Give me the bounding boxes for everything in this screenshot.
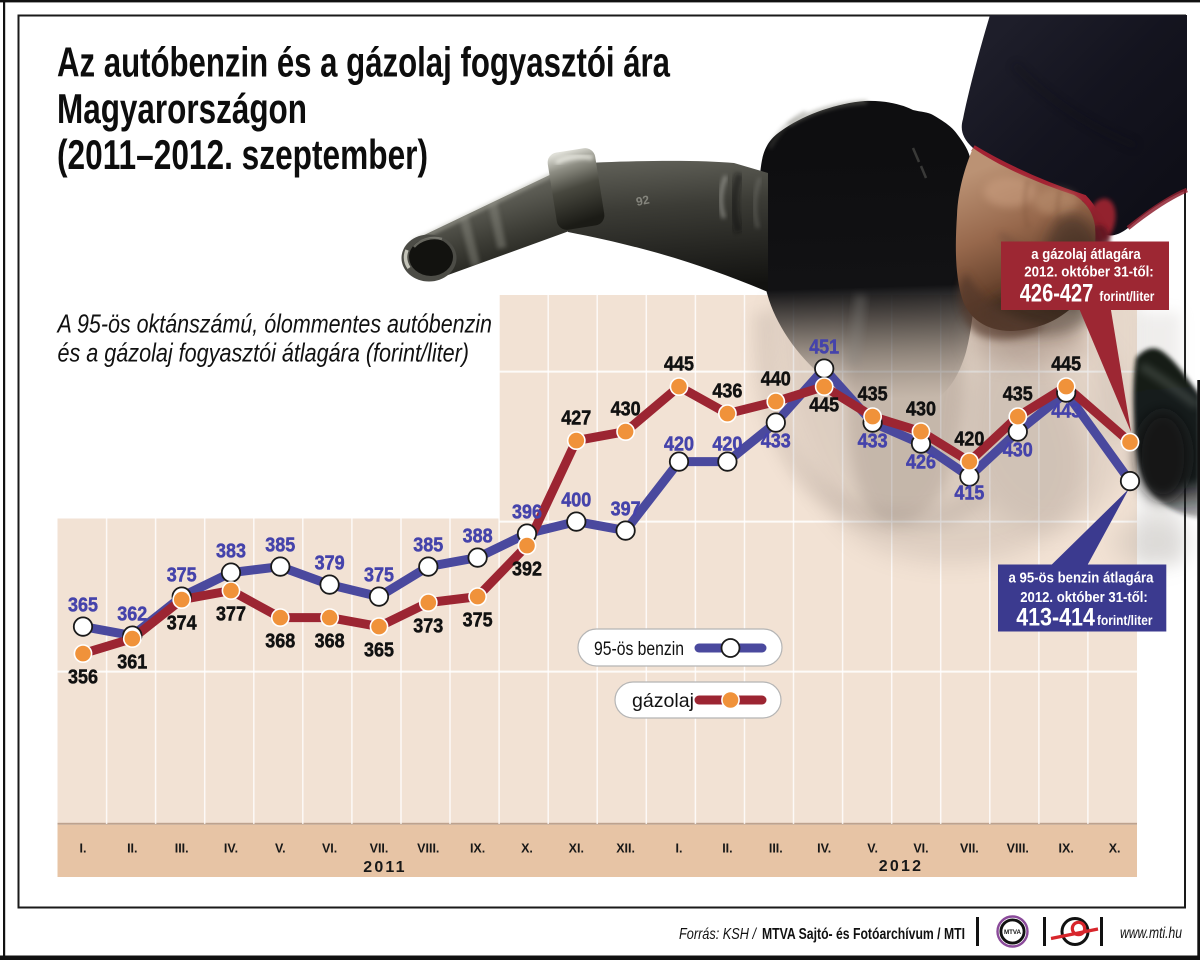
svg-text:Magyarországon: Magyarországon xyxy=(57,85,307,132)
svg-text:forint/liter: forint/liter xyxy=(1097,612,1153,628)
svg-text:440: 440 xyxy=(761,369,791,391)
svg-text:V.: V. xyxy=(867,842,878,856)
svg-text:gázolaj: gázolaj xyxy=(632,690,694,712)
svg-text:433: 433 xyxy=(761,431,791,453)
svg-text:a 95-ös benzin átlagára: a 95-ös benzin átlagára xyxy=(1009,570,1155,587)
svg-text:a gázolaj átlagára: a gázolaj átlagára xyxy=(1031,246,1141,263)
svg-text:X.: X. xyxy=(521,842,533,856)
svg-text:436: 436 xyxy=(712,381,742,403)
svg-text:VII.: VII. xyxy=(960,842,979,856)
svg-text:VII.: VII. xyxy=(370,842,389,856)
svg-text:420: 420 xyxy=(664,434,694,456)
svg-text:A 95-ös oktánszámú, ólommentes: A 95-ös oktánszámú, ólommentes autóbenzi… xyxy=(56,309,492,339)
svg-text:I.: I. xyxy=(676,842,683,856)
svg-text:375: 375 xyxy=(167,565,197,587)
svg-text:397: 397 xyxy=(611,499,641,521)
svg-text:forint/liter: forint/liter xyxy=(1099,288,1154,304)
svg-text:396: 396 xyxy=(512,502,542,524)
svg-text:413-414: 413-414 xyxy=(1016,604,1095,632)
svg-text:361: 361 xyxy=(117,652,147,674)
svg-text:356: 356 xyxy=(68,667,98,689)
svg-text:IV.: IV. xyxy=(224,842,238,856)
svg-text:és a gázolaj fogyasztói átlagá: és a gázolaj fogyasztói átlagára (forint… xyxy=(58,338,470,368)
svg-text:II.: II. xyxy=(722,842,732,856)
svg-text:2011: 2011 xyxy=(363,859,407,876)
svg-text:426-427: 426-427 xyxy=(1020,280,1094,308)
svg-text:445: 445 xyxy=(664,354,694,376)
svg-text:374: 374 xyxy=(167,613,198,635)
svg-text:2012: 2012 xyxy=(879,858,923,875)
svg-text:XII.: XII. xyxy=(616,842,635,856)
svg-text:445: 445 xyxy=(809,395,839,417)
svg-text:Forrás: KSH /MTVA Sajtó- és Fo: Forrás: KSH / MTVA Sajtó- és Fotóarchívum… xyxy=(679,926,965,943)
svg-text:VI.: VI. xyxy=(322,842,337,856)
svg-text:435: 435 xyxy=(1003,384,1033,406)
svg-text:XI.: XI. xyxy=(569,842,584,856)
svg-text:445: 445 xyxy=(1051,354,1081,376)
svg-text:379: 379 xyxy=(315,553,345,575)
svg-text:2012. október 31-től:: 2012. október 31-től: xyxy=(1024,264,1154,281)
svg-text:373: 373 xyxy=(413,616,443,638)
svg-text:375: 375 xyxy=(463,610,493,632)
svg-text:III.: III. xyxy=(175,842,189,856)
svg-text:Az autóbenzin és a gázolaj fog: Az autóbenzin és a gázolaj fogyasztói ár… xyxy=(57,39,670,86)
svg-text:IV.: IV. xyxy=(817,842,831,856)
svg-text:365: 365 xyxy=(364,640,394,662)
svg-text:VIII.: VIII. xyxy=(417,842,439,856)
svg-text:VI.: VI. xyxy=(913,842,928,856)
svg-text:385: 385 xyxy=(265,535,295,557)
svg-text:365: 365 xyxy=(68,595,98,617)
svg-text:383: 383 xyxy=(216,541,246,563)
svg-text:430: 430 xyxy=(611,399,641,421)
svg-text:430: 430 xyxy=(906,399,936,421)
svg-text:392: 392 xyxy=(512,559,542,581)
svg-text:362: 362 xyxy=(117,604,147,626)
svg-text:IX.: IX. xyxy=(1059,842,1074,856)
svg-text:420: 420 xyxy=(712,434,742,456)
svg-text:MTVA: MTVA xyxy=(1004,929,1022,936)
svg-text:415: 415 xyxy=(954,483,984,505)
svg-text:www.mti.hu: www.mti.hu xyxy=(1120,925,1182,942)
svg-text:VIII.: VIII. xyxy=(1007,842,1029,856)
svg-text:95-ös benzin: 95-ös benzin xyxy=(594,638,684,660)
svg-text:435: 435 xyxy=(858,384,888,406)
svg-text:V.: V. xyxy=(275,842,286,856)
svg-text:433: 433 xyxy=(858,431,888,453)
svg-text:368: 368 xyxy=(265,631,295,653)
svg-text:(2011–2012. szeptember): (2011–2012. szeptember) xyxy=(57,131,428,178)
svg-text:II.: II. xyxy=(127,842,137,856)
svg-text:400: 400 xyxy=(561,490,591,512)
svg-text:IX.: IX. xyxy=(470,842,485,856)
svg-text:430: 430 xyxy=(1003,440,1033,462)
svg-text:426: 426 xyxy=(906,452,936,474)
svg-text:427: 427 xyxy=(561,408,591,430)
svg-text:X.: X. xyxy=(1109,842,1121,856)
svg-text:377: 377 xyxy=(216,604,246,626)
svg-text:420: 420 xyxy=(954,429,984,451)
svg-text:92: 92 xyxy=(635,192,651,209)
svg-text:I.: I. xyxy=(80,842,87,856)
svg-text:388: 388 xyxy=(463,526,493,548)
svg-text:2012. október 31-től:: 2012. október 31-től: xyxy=(1020,589,1148,606)
svg-text:451: 451 xyxy=(809,337,839,359)
svg-text:III.: III. xyxy=(769,842,783,856)
svg-text:385: 385 xyxy=(413,535,443,557)
svg-text:443: 443 xyxy=(1051,401,1081,423)
svg-text:368: 368 xyxy=(315,631,345,653)
svg-text:375: 375 xyxy=(364,565,394,587)
